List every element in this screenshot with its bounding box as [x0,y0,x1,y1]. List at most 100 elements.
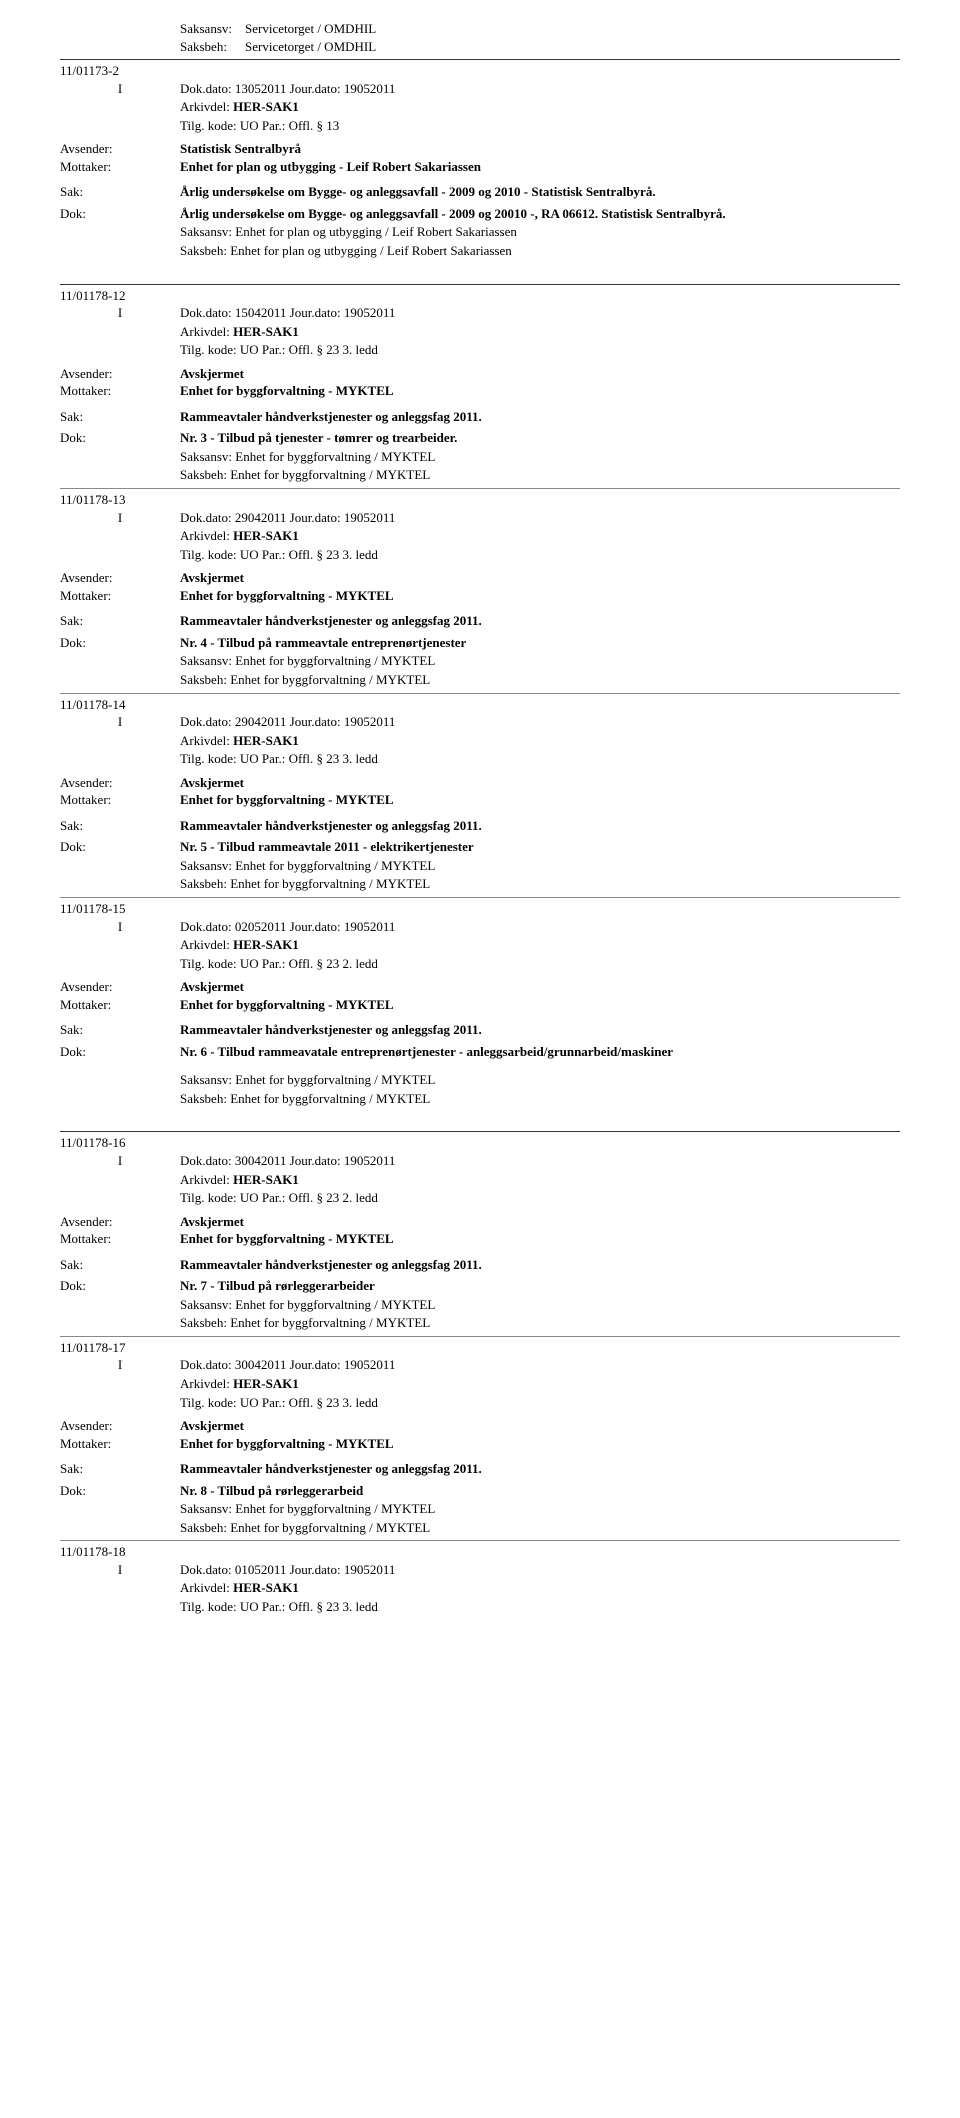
mottaker-row: Mottaker: Enhet for byggforvaltning - MY… [60,791,900,809]
dok-value: Nr. 7 - Tilbud på rørleggerarbeider [180,1277,900,1295]
entry-saksansv: Saksansv: Enhet for byggforvaltning / MY… [180,448,900,466]
mottaker-value: Enhet for byggforvaltning - MYKTEL [180,382,900,400]
mottaker-row: Mottaker: Enhet for plan og utbygging - … [60,158,900,176]
sak-label: Sak: [60,183,180,201]
entry-meta-row: I Dok.dato: 30042011 Jour.dato: 19052011 [60,1152,900,1170]
entry-tilg-kode: Tilg. kode: UO Par.: Offl. § 23 2. ledd [180,955,900,973]
avsender-value: Statistisk Sentralbyrå [180,140,900,158]
sak-value: Rammeavtaler håndverkstjenester og anleg… [180,408,900,426]
mottaker-value: Enhet for byggforvaltning - MYKTEL [180,996,900,1014]
mottaker-label: Mottaker: [60,1435,180,1453]
entry-type-letter: I [60,1152,180,1170]
dok-row: Dok: Nr. 6 - Tilbud rammeavatale entrepr… [60,1043,900,1061]
entry-divider [60,488,900,489]
entry-arkivdel: Arkivdel: HER-SAK1 [180,1171,900,1189]
entry-tilg-kode: Tilg. kode: UO Par.: Offl. § 23 2. ledd [180,1189,900,1207]
entry-divider [60,1336,900,1337]
page-header: Saksansv: Servicetorget / OMDHIL Saksbeh… [180,20,900,55]
avsender-row: Avsender: Avskjermet [60,1213,900,1231]
avsender-label: Avsender: [60,774,180,792]
dok-label: Dok: [60,1482,180,1500]
sak-label: Sak: [60,1256,180,1274]
sak-row: Sak: Rammeavtaler håndverkstjenester og … [60,1256,900,1274]
entry-type-letter: I [60,918,180,936]
dok-value: Nr. 8 - Tilbud på rørleggerarbeid [180,1482,900,1500]
entry-arkivdel: Arkivdel: HER-SAK1 [180,323,900,341]
dok-row: Dok: Nr. 4 - Tilbud på rammeavtale entre… [60,634,900,652]
journal-entry: 11/01178-18 I Dok.dato: 01052011 Jour.da… [60,1540,900,1615]
entry-saksansv: Saksansv: Enhet for byggforvaltning / MY… [180,1296,900,1314]
entry-arkivdel: Arkivdel: HER-SAK1 [180,1375,900,1393]
avsender-value: Avskjermet [180,978,900,996]
dok-value: Nr. 3 - Tilbud på tjenester - tømrer og … [180,429,900,447]
entry-tilg-kode: Tilg. kode: UO Par.: Offl. § 23 3. ledd [180,1598,900,1616]
mottaker-label: Mottaker: [60,996,180,1014]
entry-meta-row: I Dok.dato: 15042011 Jour.dato: 19052011 [60,304,900,322]
entry-saksansv: Saksansv: Enhet for plan og utbygging / … [180,223,900,241]
avsender-label: Avsender: [60,140,180,158]
entry-dates: Dok.dato: 13052011 Jour.dato: 19052011 [180,80,900,98]
entry-saksbeh: Saksbeh: Enhet for byggforvaltning / MYK… [180,1090,900,1108]
sak-value: Rammeavtaler håndverkstjenester og anleg… [180,817,900,835]
mottaker-value: Enhet for plan og utbygging - Leif Rober… [180,158,900,176]
entry-divider [60,693,900,694]
entry-arkivdel: Arkivdel: HER-SAK1 [180,527,900,545]
mottaker-label: Mottaker: [60,158,180,176]
sak-label: Sak: [60,1021,180,1039]
journal-entry: 11/01178-16 I Dok.dato: 30042011 Jour.da… [60,1109,900,1331]
journal-entry: 11/01178-14 I Dok.dato: 29042011 Jour.da… [60,693,900,893]
mottaker-value: Enhet for byggforvaltning - MYKTEL [180,1230,900,1248]
avsender-label: Avsender: [60,1417,180,1435]
journal-entry: 11/01178-17 I Dok.dato: 30042011 Jour.da… [60,1336,900,1536]
entry-tilg-kode: Tilg. kode: UO Par.: Offl. § 23 3. ledd [180,546,900,564]
dok-label: Dok: [60,429,180,447]
dok-label: Dok: [60,838,180,856]
journal-entry: 11/01173-2 I Dok.dato: 13052011 Jour.dat… [60,59,900,259]
journal-entry: 11/01178-13 I Dok.dato: 29042011 Jour.da… [60,488,900,688]
case-number: 11/01178-16 [60,1134,900,1152]
entry-saksansv: Saksansv: Enhet for byggforvaltning / MY… [180,652,900,670]
sak-row: Sak: Rammeavtaler håndverkstjenester og … [60,1460,900,1478]
entry-meta-row: I Dok.dato: 29042011 Jour.dato: 19052011 [60,509,900,527]
dok-value: Årlig undersøkelse om Bygge- og anleggsa… [180,205,900,223]
avsender-label: Avsender: [60,978,180,996]
entry-type-letter: I [60,713,180,731]
entry-arkivdel: Arkivdel: HER-SAK1 [180,936,900,954]
header-saksansv-value: Servicetorget / OMDHIL [245,20,376,38]
header-saksbeh-line: Saksbeh: Servicetorget / OMDHIL [180,38,900,56]
sak-row: Sak: Rammeavtaler håndverkstjenester og … [60,817,900,835]
entry-saksbeh: Saksbeh: Enhet for byggforvaltning / MYK… [180,1314,900,1332]
dok-value: Nr. 4 - Tilbud på rammeavtale entreprenø… [180,634,900,652]
avsender-value: Avskjermet [180,774,900,792]
entry-dates: Dok.dato: 29042011 Jour.dato: 19052011 [180,713,900,731]
entry-saksbeh: Saksbeh: Enhet for plan og utbygging / L… [180,242,900,260]
case-number: 11/01178-18 [60,1543,900,1561]
entry-tilg-kode: Tilg. kode: UO Par.: Offl. § 23 3. ledd [180,1394,900,1412]
sak-row: Sak: Rammeavtaler håndverkstjenester og … [60,408,900,426]
avsender-label: Avsender: [60,569,180,587]
case-number: 11/01178-12 [60,287,900,305]
mottaker-row: Mottaker: Enhet for byggforvaltning - MY… [60,1435,900,1453]
entry-meta-row: I Dok.dato: 02052011 Jour.dato: 19052011 [60,918,900,936]
header-saksbeh-label: Saksbeh: [180,38,245,56]
dok-label: Dok: [60,634,180,652]
header-saksansv-label: Saksansv: [180,20,245,38]
entry-meta-row: I Dok.dato: 30042011 Jour.dato: 19052011 [60,1356,900,1374]
entry-dates: Dok.dato: 30042011 Jour.dato: 19052011 [180,1152,900,1170]
entry-tilg-kode: Tilg. kode: UO Par.: Offl. § 13 [180,117,900,135]
entry-divider [60,897,900,898]
entry-tilg-kode: Tilg. kode: UO Par.: Offl. § 23 3. ledd [180,341,900,359]
entry-type-letter: I [60,509,180,527]
journal-entries: 11/01173-2 I Dok.dato: 13052011 Jour.dat… [60,59,900,1615]
entry-dates: Dok.dato: 15042011 Jour.dato: 19052011 [180,304,900,322]
mottaker-label: Mottaker: [60,791,180,809]
mottaker-label: Mottaker: [60,1230,180,1248]
entry-meta-row: I Dok.dato: 13052011 Jour.dato: 19052011 [60,80,900,98]
mottaker-value: Enhet for byggforvaltning - MYKTEL [180,587,900,605]
avsender-row: Avsender: Avskjermet [60,569,900,587]
entry-type-letter: I [60,1561,180,1579]
avsender-value: Avskjermet [180,1213,900,1231]
dok-row: Dok: Nr. 7 - Tilbud på rørleggerarbeider [60,1277,900,1295]
dok-row: Dok: Årlig undersøkelse om Bygge- og anl… [60,205,900,223]
mottaker-row: Mottaker: Enhet for byggforvaltning - MY… [60,996,900,1014]
